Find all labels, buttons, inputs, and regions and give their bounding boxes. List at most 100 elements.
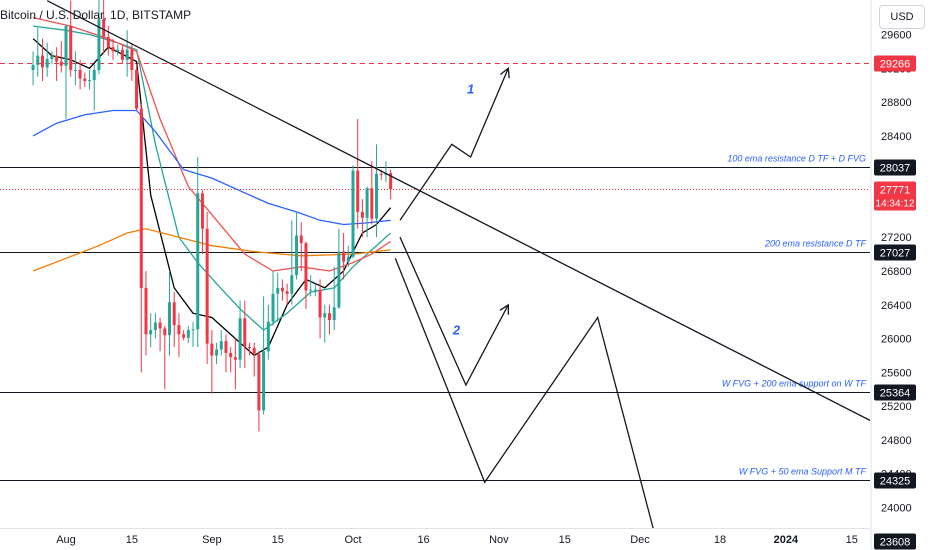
price-tick-label: 24800 [881,435,912,447]
candle-body[interactable] [153,322,157,331]
candle-body[interactable] [182,334,186,338]
candle-body[interactable] [139,108,143,288]
time-tick-label: Oct [344,534,361,546]
candle-body[interactable] [31,64,35,70]
candle-body[interactable] [40,55,44,68]
candle-body[interactable] [215,349,219,356]
candle-body[interactable] [257,353,261,411]
candle-body[interactable] [69,26,73,70]
time-tick-label: 15 [846,534,858,546]
candle-body[interactable] [238,318,242,360]
candle-body[interactable] [130,49,134,70]
candle-body[interactable] [116,49,120,52]
candle-body[interactable] [196,193,200,330]
time-tick-label: Nov [489,534,509,546]
candle-body[interactable] [205,228,209,344]
candle-body[interactable] [233,357,237,360]
candle-body[interactable] [102,19,106,38]
candle-body[interactable] [351,170,355,257]
candle-body[interactable] [295,235,299,276]
candle-body[interactable] [50,55,54,59]
candle-body[interactable] [55,55,59,62]
candle-body[interactable] [299,235,303,244]
candle-body[interactable] [78,69,82,79]
candle-body[interactable] [45,58,49,68]
candle-body[interactable] [59,61,63,66]
candle-body[interactable] [88,80,92,82]
candle-body[interactable] [370,188,374,219]
candle-body[interactable] [342,251,346,262]
time-tick-label: 2024 [774,534,799,546]
candle-body[interactable] [262,351,266,411]
candle-body[interactable] [106,37,110,48]
candle-body[interactable] [379,173,383,175]
price-tick-label: 28800 [881,97,912,109]
candle-body[interactable] [163,328,167,336]
candle-body[interactable] [219,341,223,350]
candle-body[interactable] [243,318,247,348]
candle-body[interactable] [346,256,350,262]
candle-body[interactable] [327,313,331,320]
candle-body[interactable] [247,347,251,349]
candle-body[interactable] [276,287,280,294]
candle-body[interactable] [280,287,284,292]
candle-body[interactable] [318,289,322,318]
candle-body[interactable] [158,322,162,329]
candle-body[interactable] [135,69,139,109]
candle-body[interactable] [210,343,214,356]
candle-body[interactable] [149,330,153,335]
price-label-text: 23608 [880,537,911,549]
candle-body[interactable] [144,287,148,335]
candle-body[interactable] [266,321,270,352]
currency-selector-button[interactable]: USD [879,5,925,29]
candle-body[interactable] [186,330,190,338]
candle-body[interactable] [177,325,181,335]
candle-body[interactable] [285,291,289,294]
candle-body[interactable] [97,19,101,70]
ema-line [32,109,391,226]
candle-body[interactable] [389,173,393,189]
scenario-path[interactable] [399,68,509,221]
price-tick-label: 27200 [881,232,912,244]
candle-body[interactable] [224,341,228,353]
candle-body[interactable] [168,302,172,336]
scenario-path[interactable] [394,258,659,549]
candle-body[interactable] [73,69,77,71]
candle-body[interactable] [229,352,233,358]
candle-body[interactable] [64,26,68,66]
price-label-tag [874,384,916,401]
candle-body[interactable] [111,47,115,52]
candle-body[interactable] [83,78,87,81]
candle-body[interactable] [313,289,317,291]
candle-body[interactable] [290,275,294,294]
trendline[interactable] [46,0,875,423]
candle-body[interactable] [92,69,96,81]
candle-body[interactable] [309,289,313,291]
candle-body[interactable] [271,293,275,322]
scenario-label: 1 [467,82,474,97]
candle-body[interactable] [323,313,327,318]
candle-body[interactable] [375,173,379,219]
candle-body[interactable] [337,251,341,308]
price-label-text: 27027 [880,248,911,260]
candle-body[interactable] [360,211,364,218]
candle-body[interactable] [36,55,40,65]
ema-line [32,228,391,272]
candle-body[interactable] [172,302,176,326]
level-note: W FVG + 50 ema Support M TF [739,467,867,477]
candle-body[interactable] [191,329,195,331]
candle-body[interactable] [356,170,360,212]
price-tick-label: 25600 [881,367,912,379]
candle-body[interactable] [365,188,369,218]
scenario-path[interactable] [399,236,509,387]
time-tick-label: 15 [272,534,284,546]
price-tick-label: 26000 [881,334,912,346]
candle-body[interactable] [252,347,256,354]
candle-body[interactable] [125,49,129,60]
candle-body[interactable] [200,193,204,229]
price-label-tag [874,55,916,72]
candle-body[interactable] [120,49,124,60]
candle-body[interactable] [332,307,336,320]
candle-body[interactable] [304,243,308,291]
